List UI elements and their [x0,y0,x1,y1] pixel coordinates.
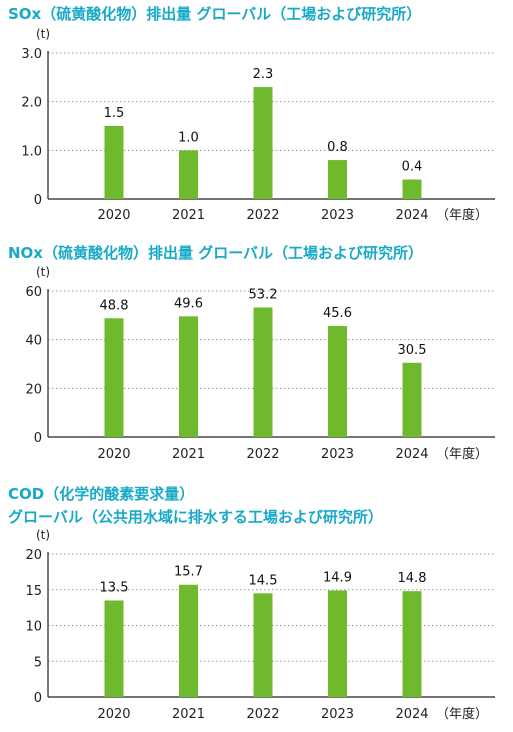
category-label: 2023 [321,707,354,722]
nox-chart: 0 20 40 60 (t) 48.8 2020 49.6 2021 53.2 2022 45.6 20… [25,265,495,462]
value-label: 48.8 [100,298,129,313]
y-tick-label: 2.0 [21,96,42,111]
category-suffix-label: （年度） [436,207,488,223]
bar [179,316,198,437]
bar [253,307,273,437]
sox-chart: 0 1.0 2.0 3.0 (t) 1.5 2020 1.0 2021 2.3 2022 0.8 202… [21,27,495,223]
y-tick-label: 0 [34,431,42,446]
bar [328,590,347,697]
category-label: 2023 [321,447,354,462]
category-label: 2020 [97,447,130,462]
category-label: 2021 [172,707,205,722]
y-tick-label: 1.0 [21,144,42,159]
value-label: 45.6 [323,306,352,321]
category-label: 2020 [97,707,130,722]
y-tick-label: 3.0 [21,47,42,62]
bar [179,584,198,697]
bar [104,126,124,199]
y-tick-label: 15 [25,584,42,599]
category-label: 2024 [395,208,428,223]
category-label: 2023 [321,208,354,223]
y-tick-label: 20 [25,548,42,563]
bar [402,179,422,199]
cod-chart-title-line2: グローバル（公共用水域に排水する工場および研究所） [8,508,383,526]
y-unit-label: (t) [36,27,50,41]
y-tick-label: 0 [34,193,42,208]
value-label: 1.0 [178,130,199,145]
category-label: 2022 [246,707,279,722]
bar [402,362,422,437]
value-label: 0.8 [327,140,348,155]
nox-chart-title: NOx（硫黄酸化物）排出量 グローバル（工場および研究所） [8,244,424,262]
value-label: 14.5 [249,573,278,588]
value-label: 13.5 [100,580,129,595]
sox-chart-title: SOx（硫黄酸化物）排出量 グローバル（工場および研究所） [8,5,422,23]
category-label: 2021 [172,208,205,223]
value-label: 53.2 [249,288,278,303]
value-label: 0.4 [402,160,423,175]
value-label: 30.5 [398,343,427,358]
category-label: 2021 [172,447,205,462]
y-tick-label: 60 [25,285,42,300]
bar [104,600,124,697]
bar [179,150,198,199]
y-unit-label: (t) [36,528,50,542]
category-label: 2024 [395,707,428,722]
y-tick-label: 0 [34,691,42,706]
bar [402,591,422,697]
bar [253,593,273,697]
category-suffix-label: （年度） [436,706,488,722]
y-tick-label: 5 [34,655,42,670]
y-unit-label: (t) [36,265,50,279]
y-tick-label: 10 [25,620,42,635]
y-tick-label: 20 [25,382,42,397]
bar [253,87,273,199]
category-label: 2022 [246,208,279,223]
category-suffix-label: （年度） [436,446,488,462]
cod-chart-title: COD（化学的酸素要求量） [8,485,195,503]
category-label: 2020 [97,208,130,223]
bar [104,318,124,437]
bar [328,160,347,199]
value-label: 2.3 [253,67,274,82]
value-label: 15.7 [174,565,203,580]
value-label: 14.8 [398,571,427,586]
value-label: 49.6 [174,296,203,311]
category-label: 2024 [395,447,428,462]
y-tick-label: 40 [25,334,42,349]
value-label: 1.5 [104,106,125,121]
category-label: 2022 [246,447,279,462]
value-label: 14.9 [323,570,352,585]
bar [328,326,347,437]
